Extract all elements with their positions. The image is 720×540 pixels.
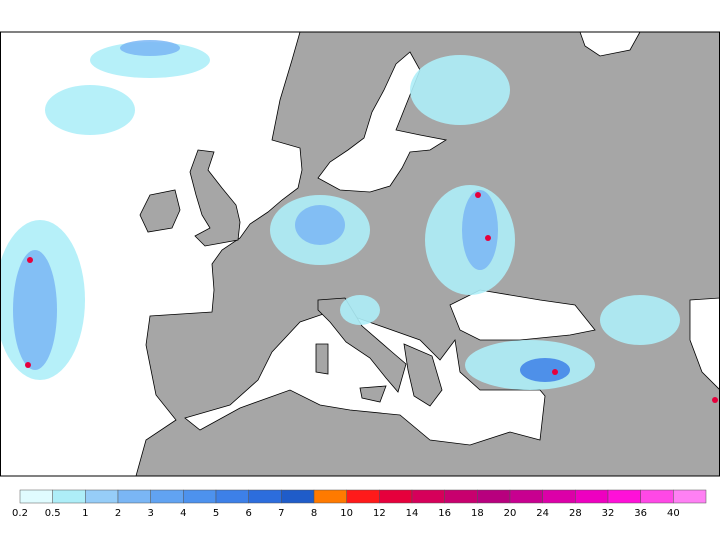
sardinia: [315, 343, 329, 375]
colorbar-label: 32: [602, 508, 615, 519]
map: [0, 31, 720, 477]
rain-area: [90, 42, 210, 78]
greece: [403, 343, 443, 407]
rain-peak: [712, 397, 718, 403]
color-swatch: [117, 489, 151, 504]
mediterranean: [184, 309, 546, 446]
colorbar-label: 7: [278, 508, 284, 519]
colorbar-label: 18: [471, 508, 484, 519]
colorbar-label: 36: [634, 508, 647, 519]
ireland: [139, 189, 181, 233]
color-swatch: [673, 489, 707, 504]
colorbar: 0.2 0.5 1 2 3 4 5 6 7 8 10 12 14 16 18 20 24 28 32 36 40: [12, 489, 707, 519]
rain-area: [45, 85, 135, 135]
color-swatch: [248, 489, 282, 504]
black-sea: [449, 289, 596, 341]
baltic: [317, 51, 448, 193]
rain-area: [13, 250, 57, 370]
rain-area: [600, 295, 680, 345]
colorbar-label: 8: [311, 508, 317, 519]
color-swatch: [542, 489, 576, 504]
colorbar-label: 10: [340, 508, 353, 519]
colorbar-label: 1: [82, 508, 88, 519]
precipitation: [0, 40, 718, 403]
colorbar-label: 3: [147, 508, 153, 519]
color-swatch: [575, 489, 609, 504]
colorbar-label: 40: [667, 508, 680, 519]
color-swatch: [346, 489, 380, 504]
color-swatch: [215, 489, 249, 504]
colorbar-label: 5: [213, 508, 219, 519]
rain-peak: [27, 257, 33, 263]
rain-area: [295, 205, 345, 245]
color-swatch: [281, 489, 315, 504]
rain-area: [520, 358, 570, 382]
colorbar-label: 16: [438, 508, 451, 519]
rain-peak: [475, 192, 481, 198]
rain-area: [120, 40, 180, 56]
color-swatch: [379, 489, 413, 504]
color-swatch: [444, 489, 478, 504]
colorbar-label: 20: [504, 508, 517, 519]
colorbar-label: 4: [180, 508, 186, 519]
color-swatch: [19, 489, 53, 504]
color-swatch: [183, 489, 217, 504]
color-swatch: [640, 489, 674, 504]
colorbar-label: 0.2: [12, 508, 28, 519]
colorbar-label: 6: [245, 508, 251, 519]
rain-area: [340, 295, 380, 325]
atlantic: [0, 31, 303, 477]
color-swatch: [477, 489, 511, 504]
great-britain: [189, 149, 241, 247]
colorbar-label: 24: [536, 508, 549, 519]
color-swatch: [150, 489, 184, 504]
colorbar-label: 2: [115, 508, 121, 519]
rain-peak: [485, 235, 491, 241]
colorbar-label: 14: [406, 508, 419, 519]
colorbar-label: 28: [569, 508, 582, 519]
rain-peak: [552, 369, 558, 375]
rain-peak: [25, 362, 31, 368]
color-swatch: [52, 489, 86, 504]
caspian: [689, 297, 720, 391]
colorbar-label: 12: [373, 508, 386, 519]
colorbar-label: 0.5: [45, 508, 61, 519]
color-swatch: [85, 489, 119, 504]
sicily: [359, 385, 387, 403]
color-swatch: [509, 489, 543, 504]
rain-area: [462, 190, 498, 270]
color-swatch: [313, 489, 347, 504]
rain-area: [410, 55, 510, 125]
color-swatch: [607, 489, 641, 504]
color-swatch: [411, 489, 445, 504]
